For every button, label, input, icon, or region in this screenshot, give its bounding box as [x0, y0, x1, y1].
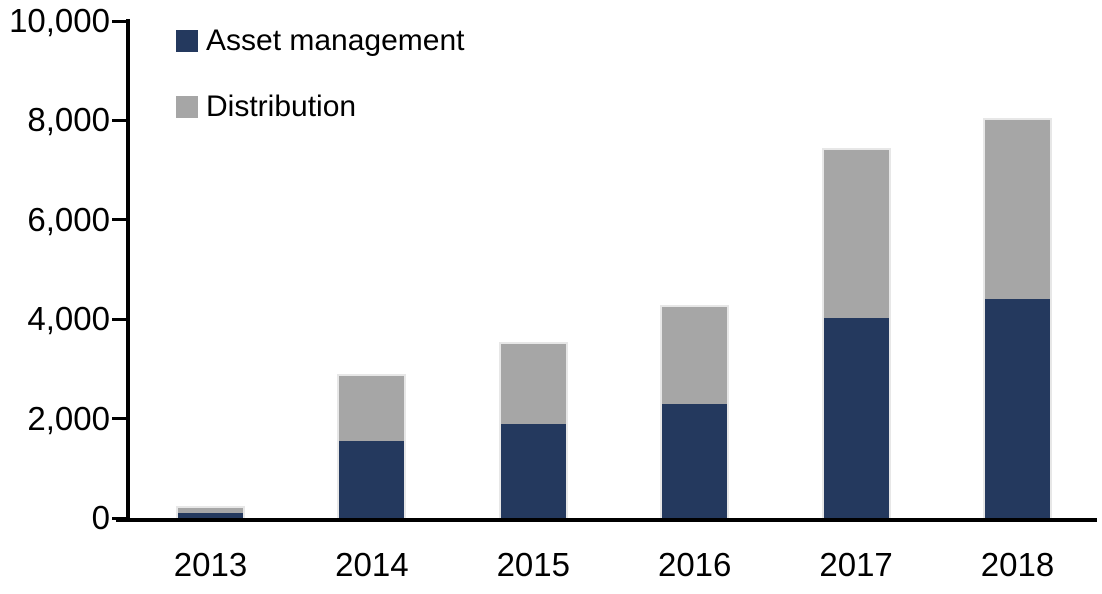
y-tick-mark	[112, 218, 128, 222]
x-tick-label-2016: 2016	[657, 546, 732, 583]
y-tick-label: 10,000	[9, 2, 110, 39]
bar-2018-asset-management-segment[interactable]	[985, 298, 1050, 518]
x-tick-label-2015: 2015	[496, 546, 570, 583]
y-axis-line	[126, 19, 130, 522]
bar-2013-distribution-segment[interactable]	[178, 508, 243, 514]
y-tick-label: 0	[91, 499, 110, 536]
y-tick-label: 8,000	[27, 101, 110, 139]
bar-2018[interactable]	[983, 118, 1052, 520]
y-tick-mark	[112, 516, 128, 520]
bar-2014-asset-management-segment[interactable]	[339, 440, 405, 518]
bar-2013[interactable]	[176, 506, 245, 520]
legend-label: Distribution	[206, 89, 357, 123]
y-tick-mark	[112, 19, 128, 23]
y-tick-mark	[112, 118, 128, 122]
y-tick-label: 2,000	[27, 399, 110, 437]
bar-2016-distribution-segment[interactable]	[662, 306, 728, 404]
legend-swatch-icon	[176, 29, 198, 52]
bar-2015-asset-management-segment[interactable]	[500, 424, 566, 518]
legend-item-asset-management[interactable]: Asset management	[176, 25, 464, 55]
bar-2017[interactable]	[821, 148, 891, 520]
bar-2014-distribution-segment[interactable]	[339, 376, 405, 441]
x-tick-label-2014: 2014	[335, 546, 409, 583]
legend-swatch-icon	[176, 95, 198, 118]
bar-2015-distribution-segment[interactable]	[500, 344, 566, 425]
bar-2017-distribution-segment[interactable]	[823, 150, 889, 318]
x-axis-line	[116, 518, 1097, 522]
y-tick-mark	[112, 417, 128, 421]
bar-2015[interactable]	[498, 342, 568, 520]
legend-label: Asset management	[206, 23, 465, 57]
x-tick-label-2017: 2017	[819, 546, 893, 583]
bar-2016-asset-management-segment[interactable]	[662, 403, 728, 518]
y-tick-mark	[112, 317, 128, 321]
bar-2016[interactable]	[660, 304, 730, 520]
bar-2018-distribution-segment[interactable]	[985, 120, 1050, 299]
legend: Asset management Distribution	[176, 25, 464, 161]
x-tick-label-2018: 2018	[980, 546, 1055, 583]
bar-2017-asset-management-segment[interactable]	[823, 317, 889, 518]
y-tick-label: 6,000	[27, 200, 110, 238]
y-tick-label: 4,000	[27, 300, 110, 338]
bar-2013-asset-management-segment[interactable]	[178, 512, 243, 518]
legend-item-distribution[interactable]: Distribution	[176, 91, 464, 121]
x-tick-label-2013: 2013	[173, 546, 248, 583]
bar-2014[interactable]	[337, 374, 407, 520]
